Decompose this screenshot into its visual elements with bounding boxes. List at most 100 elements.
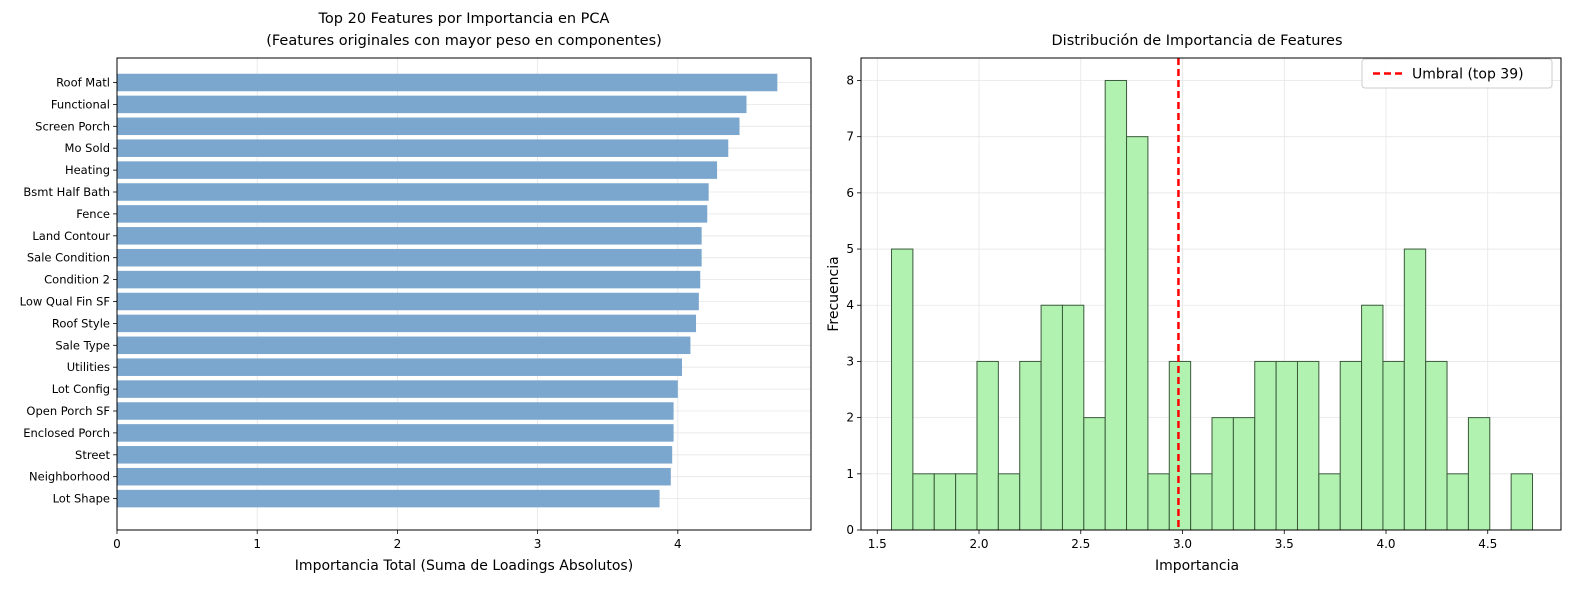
category-label: Lot Config — [52, 382, 110, 396]
right-y-tick-label: 6 — [846, 186, 854, 200]
histogram-bar — [1296, 360, 1320, 531]
feature-importance-bar-chart: Top 20 Features por Importancia en PCA (… — [20, 11, 812, 574]
left-chart-x-axis-title: Importancia Total (Suma de Loadings Abso… — [295, 558, 633, 574]
right-y-tick-label: 8 — [846, 73, 854, 87]
histogram-bar — [912, 473, 935, 531]
bar — [117, 161, 718, 179]
category-label: Neighborhood — [29, 470, 110, 484]
bar — [117, 183, 709, 201]
left-x-tick-label: 1 — [253, 537, 261, 551]
category-label: Fence — [76, 207, 110, 221]
histogram-bar — [1275, 360, 1298, 531]
category-label: Land Contour — [32, 229, 110, 243]
right-chart-x-ticks: 1.5 2.0 2.5 3.0 3.5 4.0 4.5 — [868, 530, 1497, 551]
left-chart-category-labels: Roof Matl Functional Screen Porch Mo Sold He… — [20, 76, 117, 506]
histogram-bar — [1083, 417, 1106, 531]
histogram-bar — [1211, 417, 1234, 531]
category-label: Mo Sold — [65, 141, 110, 155]
histogram-bar — [1126, 136, 1149, 531]
bar — [117, 446, 673, 464]
right-chart-frame — [860, 57, 1562, 531]
right-y-tick-label: 3 — [846, 354, 854, 368]
right-chart-y-ticks: 0 1 2 3 4 5 6 7 8 — [846, 73, 861, 537]
bar — [117, 95, 747, 114]
histogram-bar — [997, 473, 1021, 531]
bar — [117, 402, 674, 420]
bar — [117, 139, 729, 157]
histogram-bar — [1019, 360, 1042, 531]
category-label: Roof Style — [52, 316, 110, 330]
histogram-bar — [1190, 473, 1213, 531]
importance-histogram: Distribución de Importancia de Features … — [826, 33, 1562, 574]
right-x-tick-label: 3.5 — [1275, 537, 1294, 551]
bar — [117, 336, 691, 355]
histogram-bar — [933, 473, 957, 531]
bar — [117, 117, 740, 136]
right-x-tick-label: 4.5 — [1478, 537, 1497, 551]
right-y-tick-label: 7 — [846, 130, 854, 144]
category-label: Heating — [65, 163, 110, 177]
right-x-tick-label: 4.0 — [1376, 537, 1395, 551]
histogram-bar — [1104, 79, 1128, 531]
left-x-tick-label: 4 — [674, 537, 682, 551]
bar — [117, 205, 708, 223]
right-y-tick-label: 4 — [846, 298, 854, 312]
right-chart-y-axis-title: Frecuencia — [826, 256, 842, 331]
histogram-bar — [955, 473, 978, 531]
bar — [117, 489, 660, 508]
right-chart-title: Distribución de Importancia de Features — [1052, 33, 1343, 49]
histogram-bar — [1147, 473, 1170, 531]
histogram-bar — [1254, 360, 1277, 531]
right-y-tick-label: 5 — [846, 242, 854, 256]
bar — [117, 380, 678, 398]
histogram-bar — [1232, 417, 1256, 531]
legend: Umbral (top 39) — [1361, 58, 1553, 89]
bar — [117, 424, 674, 442]
histogram-bar — [1446, 473, 1469, 531]
category-label: Sale Condition — [27, 251, 110, 265]
bar — [117, 292, 699, 311]
bar — [117, 248, 702, 267]
bar — [117, 227, 702, 245]
category-label: Utilities — [67, 360, 110, 374]
category-label: Enclosed Porch — [23, 426, 110, 440]
right-y-tick-label: 0 — [846, 523, 854, 537]
right-x-tick-label: 1.5 — [868, 537, 887, 551]
bar — [117, 270, 701, 289]
histogram-bar — [1510, 473, 1534, 531]
left-x-tick-label: 2 — [394, 537, 402, 551]
left-x-tick-label: 3 — [534, 537, 542, 551]
right-x-tick-label: 3.0 — [1173, 537, 1192, 551]
bar — [117, 358, 683, 376]
right-chart-grid — [861, 58, 1561, 531]
right-y-tick-label: 1 — [846, 467, 854, 481]
left-chart-title-line1: Top 20 Features por Importancia en PCA — [318, 11, 610, 27]
category-label: Condition 2 — [44, 273, 110, 287]
histogram-bar — [1361, 304, 1384, 531]
bar — [117, 314, 697, 333]
histogram-bar — [1467, 417, 1491, 531]
legend-box — [1361, 58, 1553, 89]
category-label: Lot Shape — [53, 492, 110, 506]
category-label: Open Porch SF — [26, 404, 110, 418]
right-x-tick-label: 2.0 — [969, 537, 988, 551]
left-chart-frame — [116, 57, 812, 531]
left-chart-title-line2: (Features originales con mayor peso en c… — [266, 33, 662, 49]
category-label: Sale Type — [55, 338, 110, 352]
category-label: Functional — [51, 97, 110, 111]
left-chart-x-ticks: 0 1 2 3 4 — [113, 530, 682, 551]
right-x-tick-label: 2.5 — [1071, 537, 1090, 551]
left-x-tick-label: 0 — [113, 537, 121, 551]
right-chart-x-axis-title: Importancia — [1155, 558, 1239, 574]
bar — [117, 467, 671, 486]
left-chart-bars — [117, 73, 778, 508]
bar — [117, 73, 778, 92]
right-chart-bars — [891, 79, 1534, 531]
histogram-bar — [976, 360, 999, 531]
histogram-bar — [1339, 360, 1363, 531]
legend-label: Umbral (top 39) — [1412, 67, 1524, 83]
category-label: Roof Matl — [56, 76, 110, 90]
histogram-bar — [1318, 473, 1341, 531]
histogram-bar — [1168, 360, 1192, 531]
